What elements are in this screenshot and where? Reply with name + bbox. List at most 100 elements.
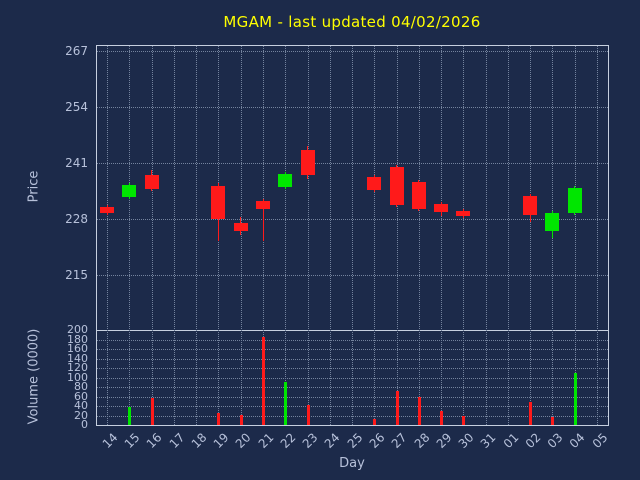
candle-body xyxy=(300,150,315,176)
volume-tick-label: 200 xyxy=(67,323,88,336)
volume-tick-label: 0 xyxy=(81,418,88,431)
volume-bar xyxy=(551,416,555,425)
price-tick-label: 228 xyxy=(65,212,88,227)
x-grid-line xyxy=(441,46,442,425)
volume-bar xyxy=(417,397,421,425)
x-tick-label: 22 xyxy=(277,430,299,451)
volume-bar xyxy=(440,411,443,425)
volume-bar xyxy=(150,397,154,425)
volume-grid-line xyxy=(97,387,608,388)
volume-tick-label: 80 xyxy=(74,380,88,393)
price-tick-label: 267 xyxy=(65,44,88,58)
candle-body xyxy=(211,186,226,220)
x-tick-label: 26 xyxy=(366,430,388,451)
x-tick-label: 03 xyxy=(544,430,566,451)
volume-grid-line xyxy=(97,358,608,360)
volume-tick-label: 100 xyxy=(67,370,88,384)
x-grid-line xyxy=(596,46,598,425)
volume-bar xyxy=(573,373,577,425)
x-tick-label: 15 xyxy=(121,430,143,451)
x-grid-line xyxy=(396,46,398,425)
volume-tick-label: 180 xyxy=(67,332,88,346)
x-tick-label: 18 xyxy=(188,430,210,451)
volume-grid-line xyxy=(97,396,608,398)
volume-bar xyxy=(373,418,377,425)
candle-body xyxy=(523,196,538,216)
x-grid-line xyxy=(307,46,309,425)
price-grid-line xyxy=(97,163,608,165)
x-tick-label: 17 xyxy=(166,430,188,451)
candle-body xyxy=(367,177,382,191)
x-tick-label: 24 xyxy=(322,430,343,451)
volume-tick-label: 120 xyxy=(67,361,88,374)
volume-tick-label: 60 xyxy=(74,389,88,403)
x-grid-line xyxy=(552,46,554,425)
candle-body xyxy=(144,175,159,189)
volume-tick-label: 40 xyxy=(74,399,88,412)
x-tick-label: 05 xyxy=(589,430,611,451)
x-tick-label: 14 xyxy=(99,430,121,451)
x-grid-line xyxy=(173,46,175,425)
volume-bar xyxy=(462,416,466,425)
volume-tick-label: 140 xyxy=(67,351,88,365)
x-grid-line xyxy=(218,46,220,425)
x-tick-label: 31 xyxy=(478,430,499,451)
x-grid-line xyxy=(240,46,242,425)
volume-bar xyxy=(529,402,533,425)
x-grid-line xyxy=(285,46,287,425)
x-axis-label: Day xyxy=(339,456,365,471)
x-grid-line xyxy=(129,46,131,425)
volume-bar xyxy=(239,415,243,425)
candle-body xyxy=(389,167,404,205)
x-grid-line xyxy=(574,46,576,425)
x-grid-line xyxy=(196,46,198,425)
candle-body xyxy=(122,185,137,197)
volume-axis-label: Volume (0000) xyxy=(26,328,42,425)
candle-body xyxy=(456,211,471,217)
x-tick-label: 29 xyxy=(433,430,455,451)
x-grid-line xyxy=(507,46,509,425)
candle-body xyxy=(278,174,293,188)
volume-grid-line xyxy=(97,368,608,369)
volume-grid-line xyxy=(97,339,608,341)
candle-body xyxy=(545,213,560,232)
x-grid-line xyxy=(352,46,353,425)
volume-tick-label: 20 xyxy=(74,408,88,422)
volume-bar xyxy=(395,390,399,425)
x-tick-label: 23 xyxy=(299,430,321,451)
x-tick-label: 28 xyxy=(411,430,433,451)
price-axis-label: Price xyxy=(26,170,42,203)
x-grid-line xyxy=(530,46,532,425)
candle-body xyxy=(434,204,448,213)
candle-body xyxy=(567,188,582,214)
x-grid-line xyxy=(463,46,465,425)
x-grid-line xyxy=(374,46,376,425)
price-grid-line xyxy=(97,107,608,109)
volume-grid-line xyxy=(97,377,608,379)
price-tick-label: 241 xyxy=(65,156,88,171)
candle-body xyxy=(256,201,270,210)
x-tick-label: 21 xyxy=(255,430,277,451)
candle-body xyxy=(411,182,426,210)
x-tick-label: 30 xyxy=(455,430,477,451)
volume-bar xyxy=(306,405,310,425)
volume-bar xyxy=(262,337,265,425)
x-tick-label: 16 xyxy=(144,430,165,451)
candle-body xyxy=(233,223,248,232)
x-grid-line xyxy=(107,46,109,425)
x-grid-line xyxy=(485,46,487,425)
volume-bar xyxy=(128,406,132,425)
chart-title: MGAM - last updated 04/02/2026 xyxy=(223,13,481,31)
x-grid-line xyxy=(151,46,153,425)
x-tick-label: 01 xyxy=(500,430,522,451)
x-grid-line xyxy=(263,46,264,425)
volume-tick-label: 160 xyxy=(67,342,88,355)
price-grid-line xyxy=(97,275,608,277)
x-grid-line xyxy=(329,46,331,425)
volume-bar xyxy=(217,413,221,425)
x-tick-label: 27 xyxy=(388,430,410,451)
x-tick-label: 04 xyxy=(567,430,588,451)
volume-grid-line xyxy=(97,415,608,417)
price-grid-line xyxy=(97,219,608,221)
